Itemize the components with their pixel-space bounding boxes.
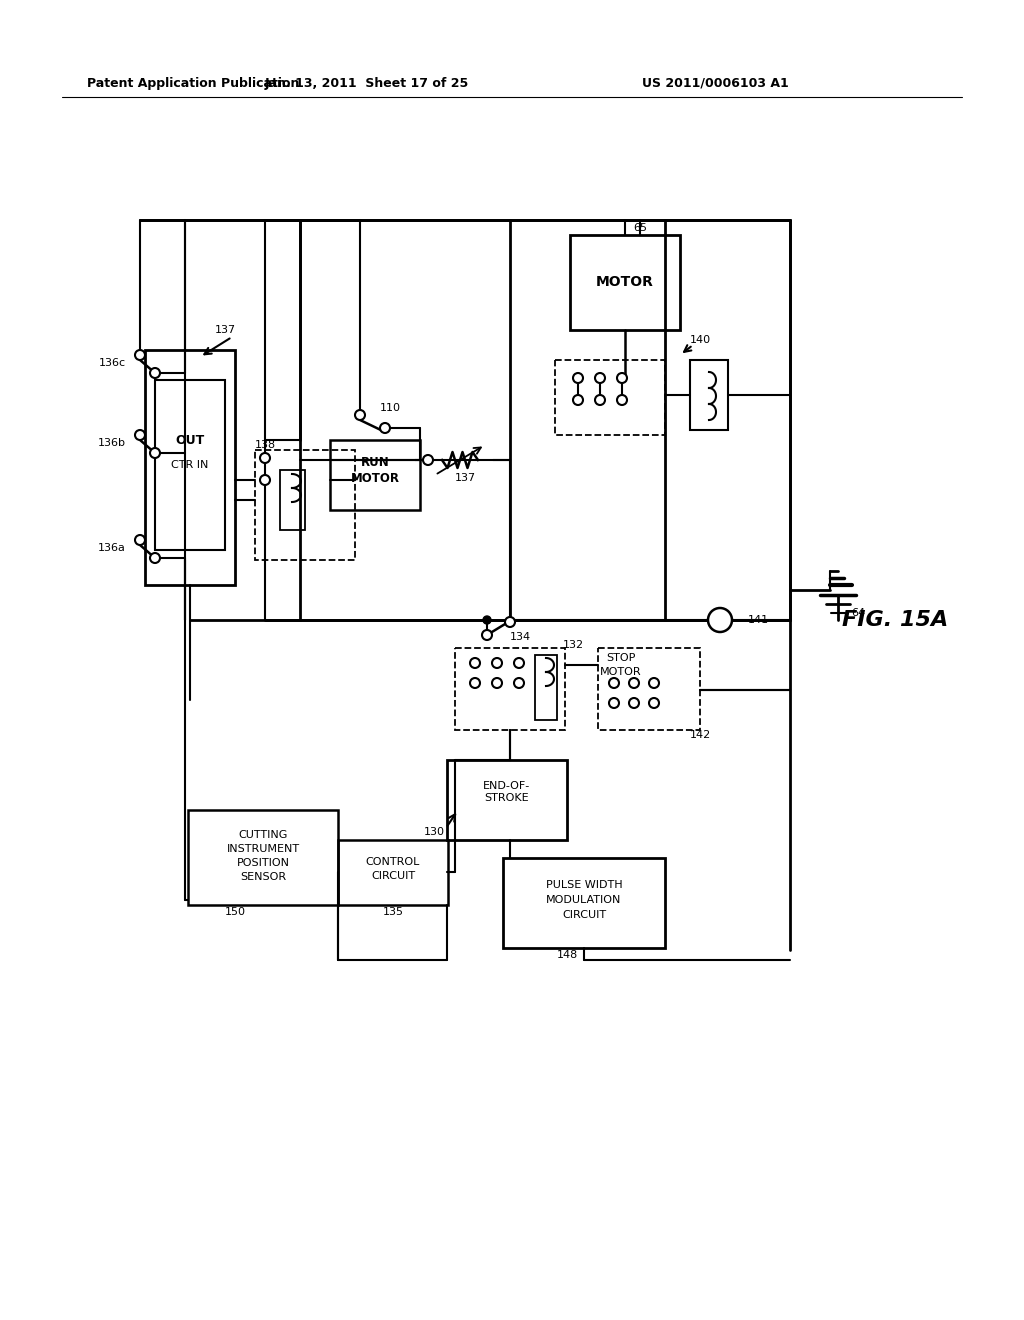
Circle shape (595, 374, 605, 383)
Circle shape (708, 609, 732, 632)
Bar (338, 840, 449, 906)
Circle shape (483, 616, 490, 624)
Circle shape (573, 395, 583, 405)
Text: MOTOR: MOTOR (350, 471, 399, 484)
Text: 64: 64 (851, 609, 865, 618)
Circle shape (470, 657, 480, 668)
Circle shape (595, 395, 605, 405)
Text: FIG. 15A: FIG. 15A (842, 610, 948, 630)
Text: CTR IN: CTR IN (171, 459, 209, 470)
Text: RUN: RUN (360, 455, 389, 469)
Circle shape (514, 678, 524, 688)
Text: STOP: STOP (606, 653, 636, 663)
Text: CIRCUIT: CIRCUIT (371, 871, 415, 880)
Circle shape (609, 678, 618, 688)
Circle shape (150, 553, 160, 564)
Circle shape (150, 447, 160, 458)
Bar (535, 655, 557, 719)
Text: 140: 140 (689, 335, 711, 345)
Text: US 2011/0006103 A1: US 2011/0006103 A1 (642, 77, 788, 90)
Bar (330, 440, 420, 510)
Circle shape (135, 350, 145, 360)
Text: CONTROL: CONTROL (366, 857, 420, 867)
Circle shape (470, 678, 480, 688)
Text: MODULATION: MODULATION (547, 895, 622, 906)
Circle shape (355, 411, 365, 420)
Text: CUTTING: CUTTING (239, 830, 288, 840)
Circle shape (260, 475, 270, 484)
Text: 65: 65 (633, 223, 647, 234)
Circle shape (514, 657, 524, 668)
Text: 148: 148 (556, 950, 578, 960)
Text: Patent Application Publication: Patent Application Publication (87, 77, 299, 90)
Circle shape (492, 657, 502, 668)
Circle shape (135, 535, 145, 545)
Text: 134: 134 (509, 632, 530, 642)
Circle shape (617, 374, 627, 383)
Bar (447, 760, 567, 840)
Circle shape (629, 678, 639, 688)
Circle shape (649, 698, 659, 708)
Bar (155, 380, 225, 550)
Bar (555, 360, 665, 436)
Text: CIRCUIT: CIRCUIT (562, 909, 606, 920)
Circle shape (573, 374, 583, 383)
Circle shape (505, 616, 515, 627)
Text: INSTRUMENT: INSTRUMENT (226, 843, 300, 854)
Circle shape (150, 368, 160, 378)
Text: END-OF-
STROKE: END-OF- STROKE (483, 781, 530, 803)
Bar (690, 360, 728, 430)
Text: 130: 130 (424, 828, 444, 837)
Text: MOTOR: MOTOR (596, 276, 654, 289)
Bar (503, 858, 665, 948)
Bar (255, 450, 355, 560)
Text: 136b: 136b (98, 438, 126, 447)
Text: 138: 138 (255, 440, 276, 450)
Text: 142: 142 (689, 730, 711, 741)
Text: PULSE WIDTH: PULSE WIDTH (546, 880, 623, 890)
Circle shape (629, 698, 639, 708)
Bar (570, 235, 680, 330)
Circle shape (482, 630, 492, 640)
Circle shape (492, 678, 502, 688)
Text: 141: 141 (748, 615, 769, 624)
Text: 136a: 136a (98, 543, 126, 553)
Text: MOTOR: MOTOR (600, 667, 642, 677)
Circle shape (135, 430, 145, 440)
Circle shape (609, 698, 618, 708)
Text: 110: 110 (380, 403, 400, 413)
Text: OUT: OUT (175, 433, 205, 446)
Text: 137: 137 (455, 473, 475, 483)
Text: 137: 137 (214, 325, 236, 335)
Circle shape (380, 422, 390, 433)
Text: 136c: 136c (98, 358, 126, 368)
Text: SENSOR: SENSOR (240, 873, 286, 882)
Circle shape (617, 395, 627, 405)
Bar (145, 350, 234, 585)
Text: Jan. 13, 2011  Sheet 17 of 25: Jan. 13, 2011 Sheet 17 of 25 (265, 77, 469, 90)
Text: 132: 132 (563, 640, 584, 649)
Circle shape (649, 678, 659, 688)
Text: 135: 135 (383, 907, 403, 917)
Text: 150: 150 (224, 907, 246, 917)
Circle shape (260, 453, 270, 463)
Bar (455, 648, 565, 730)
Bar (188, 810, 338, 906)
Circle shape (423, 455, 433, 465)
Text: POSITION: POSITION (237, 858, 290, 869)
Bar (598, 648, 700, 730)
Bar (280, 470, 305, 531)
